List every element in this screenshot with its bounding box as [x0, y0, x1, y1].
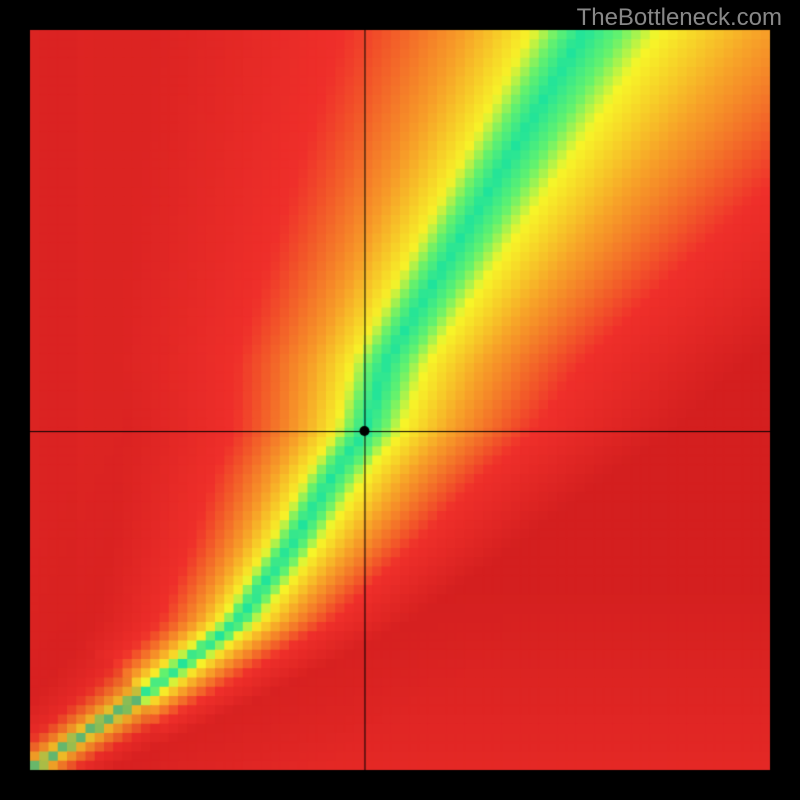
watermark-text: TheBottleneck.com [577, 4, 782, 32]
chart-container: TheBottleneck.com [0, 0, 800, 800]
bottleneck-heatmap [0, 0, 800, 800]
